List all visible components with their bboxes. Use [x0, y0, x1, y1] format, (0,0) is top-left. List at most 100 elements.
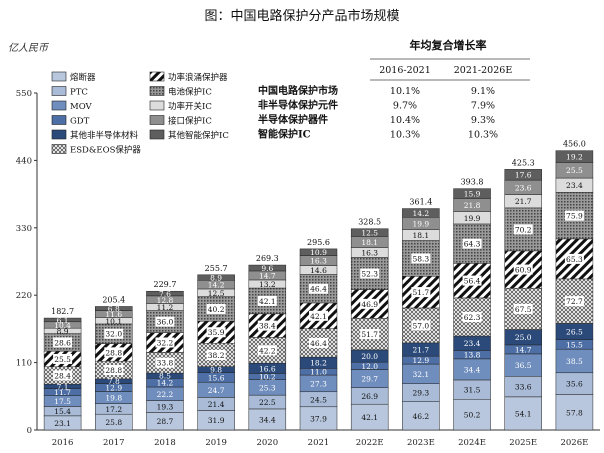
- legend-label: GDT: [70, 117, 90, 127]
- value-label: 13.8: [464, 351, 481, 360]
- legend-label: 其他非半导体材料: [70, 130, 139, 141]
- bar-segment: [350, 228, 389, 237]
- growth-table-title: 年均复合增长率: [410, 38, 487, 52]
- value-label: 10.2: [259, 373, 276, 382]
- legend-label: 功率浪涌保护器: [168, 72, 228, 83]
- y-tick-label: 220: [16, 291, 32, 301]
- growth-table-header: 2021-2026E: [454, 65, 513, 76]
- x-tick-label: 2023E: [407, 438, 435, 448]
- growth-row-value: 9.3%: [471, 115, 495, 126]
- growth-row-label: 非半导体保护元件: [258, 99, 338, 112]
- value-label-bg: [155, 337, 175, 348]
- value-label: 35.9: [208, 328, 225, 337]
- legend-label: 接口保护IC: [168, 116, 212, 127]
- total-label: 269.3: [256, 254, 279, 263]
- value-label: 31.9: [208, 416, 225, 425]
- value-label-bg: [564, 296, 584, 307]
- value-label: 25.5: [566, 166, 583, 175]
- value-label-bg: [257, 295, 277, 306]
- bar-segment: [504, 396, 542, 431]
- value-label: 46.2: [413, 412, 430, 421]
- bar-segment: [402, 401, 440, 431]
- total-label: 229.7: [154, 280, 177, 289]
- value-label-bg: [513, 264, 533, 275]
- value-labels: 23.115.417.511.77.128.425.528.68.910.46.…: [51, 140, 586, 428]
- value-label: 24.5: [310, 395, 327, 404]
- bar-segment: [248, 264, 287, 272]
- value-label: 12.8: [157, 296, 174, 305]
- bar-segment: [95, 306, 133, 311]
- value-label-bg: [257, 345, 277, 356]
- total-label: 182.7: [51, 307, 74, 316]
- value-label: 15.4: [54, 407, 71, 416]
- bar-segment: [453, 398, 491, 431]
- value-label: 67.5: [515, 305, 532, 314]
- y-tick-label: 330: [16, 224, 32, 234]
- value-label: 60.9: [515, 266, 532, 275]
- value-label-bg: [309, 283, 328, 294]
- value-label: 36.5: [515, 361, 532, 370]
- value-label: 36.0: [157, 318, 174, 327]
- legend-label: MOV: [70, 102, 93, 112]
- value-label-bg: [360, 268, 380, 279]
- value-label: 14.7: [259, 271, 276, 280]
- growth-row-value: 10.3%: [390, 130, 420, 141]
- growth-row-label: 半导体保护器件: [258, 113, 328, 126]
- value-label: 12.5: [361, 229, 378, 238]
- value-label: 57.0: [413, 321, 430, 330]
- y-axis-label: 亿人民币: [8, 42, 50, 54]
- value-label: 56.4: [464, 277, 481, 286]
- value-label: 28.6: [54, 338, 71, 347]
- y-tick-label: 550: [16, 89, 32, 99]
- value-label: 75.9: [566, 212, 583, 221]
- value-label: 13.2: [259, 280, 276, 289]
- value-label: 19.9: [413, 219, 430, 228]
- value-label: 28.8: [105, 366, 122, 375]
- y-tick-label: 110: [16, 359, 32, 369]
- value-label: 46.4: [310, 339, 327, 348]
- value-label: 25.8: [105, 418, 122, 427]
- value-label-bg: [564, 210, 584, 221]
- bar-segment: [453, 188, 491, 199]
- x-tick-label: 2017: [103, 438, 125, 448]
- y-tick-label: 440: [16, 156, 32, 166]
- growth-row-value: 9.1%: [471, 86, 495, 97]
- value-label: 10.9: [310, 248, 327, 257]
- legend-swatch: [149, 71, 165, 82]
- value-label: 12.5: [208, 289, 225, 298]
- legend: 熔断器 功率浪涌保护器 PTC 电池保护IC MOV 功率开关IC GDT 接口保护IC 其他非…: [51, 71, 229, 156]
- value-label: 42.2: [259, 346, 276, 355]
- legend-swatch: [51, 71, 67, 82]
- value-label: 26.5: [566, 328, 583, 337]
- value-label: 11.6: [105, 310, 122, 319]
- value-label: 20.0: [361, 352, 378, 361]
- legend-swatch: [51, 129, 67, 140]
- value-label-bg: [462, 238, 482, 249]
- legend-label: 功率开关IC: [168, 101, 212, 112]
- value-label-bg: [411, 320, 431, 331]
- value-label: 14.6: [310, 266, 327, 275]
- value-label: 28.8: [105, 348, 122, 357]
- legend-swatch: [51, 86, 67, 96]
- growth-row-value: 9.7%: [393, 101, 417, 112]
- legend-swatch: [149, 129, 165, 140]
- bar-segment: [43, 317, 82, 323]
- value-label: 6.1: [57, 316, 69, 325]
- total-label: 295.6: [307, 238, 330, 247]
- value-label: 25.0: [515, 333, 532, 342]
- value-label: 16.3: [310, 257, 327, 266]
- value-label: 9.8: [210, 366, 222, 375]
- value-label: 65.3: [566, 255, 583, 264]
- legend-label: PTC: [70, 88, 88, 98]
- total-label: 361.4: [409, 198, 432, 207]
- value-label: 38.2: [208, 351, 225, 360]
- value-label-bg: [104, 347, 124, 358]
- value-label-bg: [206, 349, 226, 360]
- growth-row-label: 智能保护IC: [258, 128, 311, 141]
- value-label: 22.5: [259, 398, 276, 407]
- value-label: 40.2: [208, 305, 225, 314]
- growth-row-value: 7.9%: [471, 101, 495, 112]
- value-label-bg: [411, 253, 431, 264]
- value-label: 21.7: [413, 346, 430, 355]
- value-label: 42.1: [310, 312, 327, 321]
